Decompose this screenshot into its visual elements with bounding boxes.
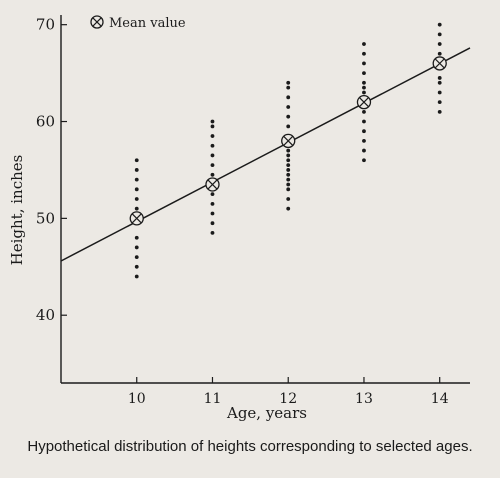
regression-line-group [60, 47, 471, 262]
data-point [210, 172, 215, 177]
data-point [437, 32, 442, 37]
regression-line [60, 47, 471, 262]
mean-marker [356, 95, 372, 110]
data-point [362, 148, 366, 153]
data-point [134, 245, 139, 250]
figure-caption: Hypothetical distribution of heights cor… [27, 438, 473, 455]
data-point [210, 192, 215, 197]
data-point [286, 177, 291, 182]
data-point [437, 80, 442, 85]
data-point [286, 114, 291, 119]
data-point [362, 90, 366, 95]
data-point [134, 168, 139, 172]
mean-marker-cross [358, 97, 369, 108]
data-point [362, 71, 366, 76]
data-point [437, 90, 442, 95]
mean-marker [281, 133, 296, 149]
x-tick-label: 13 [355, 391, 373, 407]
mean-marker [205, 177, 220, 192]
data-point [210, 221, 215, 226]
data-point [362, 85, 366, 90]
data-point [210, 153, 215, 158]
data-point [362, 138, 366, 143]
data-point [437, 51, 442, 56]
data-point [362, 51, 366, 56]
data-point [210, 163, 215, 168]
data-point [210, 124, 215, 129]
y-tick-label: 40 [36, 306, 55, 324]
data-point [437, 42, 442, 46]
data-point [210, 201, 215, 206]
mean-marker-cross [283, 135, 294, 146]
data-point [210, 119, 215, 124]
data-point [210, 143, 215, 148]
y-tick-label: 50 [36, 209, 55, 227]
data-point [437, 109, 442, 114]
mean-marker [129, 211, 144, 226]
data-point [437, 76, 442, 80]
y-axis-label: Height, inches [8, 155, 26, 266]
axes [60, 15, 470, 384]
y-tick-label: 70 [36, 16, 55, 34]
data-point [286, 168, 291, 172]
legend-label: Mean value [109, 16, 186, 31]
mean-markers [129, 56, 447, 226]
data-point [362, 80, 366, 85]
data-point [134, 206, 139, 211]
mean-marker-cross [434, 58, 445, 69]
data-point [210, 230, 215, 235]
data-point [286, 85, 291, 90]
mean-marker-cross [92, 17, 102, 27]
data-point [210, 211, 215, 216]
mean-marker-cross [207, 179, 218, 190]
data-point [362, 119, 366, 124]
data-point [134, 235, 139, 240]
data-point [437, 100, 442, 105]
legend: Mean value [90, 15, 186, 31]
data-point [134, 255, 139, 260]
mean-marker [432, 56, 447, 71]
data-point [362, 158, 366, 163]
data-point [286, 197, 291, 201]
data-point [134, 274, 139, 279]
data-point [362, 129, 366, 134]
data-point [286, 105, 291, 109]
ticks: 10 11 12 13 14 40 50 60 70 [36, 16, 449, 407]
data-point [286, 172, 291, 177]
data-point [286, 124, 291, 129]
mean-marker-cross [131, 213, 142, 224]
data-point [286, 158, 291, 163]
data-point [286, 95, 291, 100]
data-point [134, 264, 139, 269]
data-point [134, 158, 139, 163]
data-point [362, 61, 366, 66]
data-point [134, 187, 139, 192]
y-tick-label: 60 [36, 113, 55, 131]
data-points [134, 22, 442, 279]
x-tick-label: 14 [431, 391, 449, 407]
data-point [286, 80, 291, 85]
x-tick-label: 12 [279, 391, 297, 407]
data-point [134, 177, 139, 182]
legend-marker [90, 15, 104, 29]
x-axis-label: Age, years [226, 404, 307, 422]
data-point [286, 153, 291, 158]
data-point [362, 42, 366, 46]
data-point [286, 148, 291, 153]
data-point [286, 206, 291, 211]
data-point [210, 134, 215, 138]
x-tick-label: 10 [128, 391, 146, 407]
data-point [286, 163, 291, 168]
data-point [437, 22, 442, 27]
data-point [286, 187, 291, 192]
data-point [286, 182, 291, 187]
x-tick-label: 11 [204, 391, 222, 407]
data-point [134, 197, 139, 201]
data-point [362, 109, 366, 114]
